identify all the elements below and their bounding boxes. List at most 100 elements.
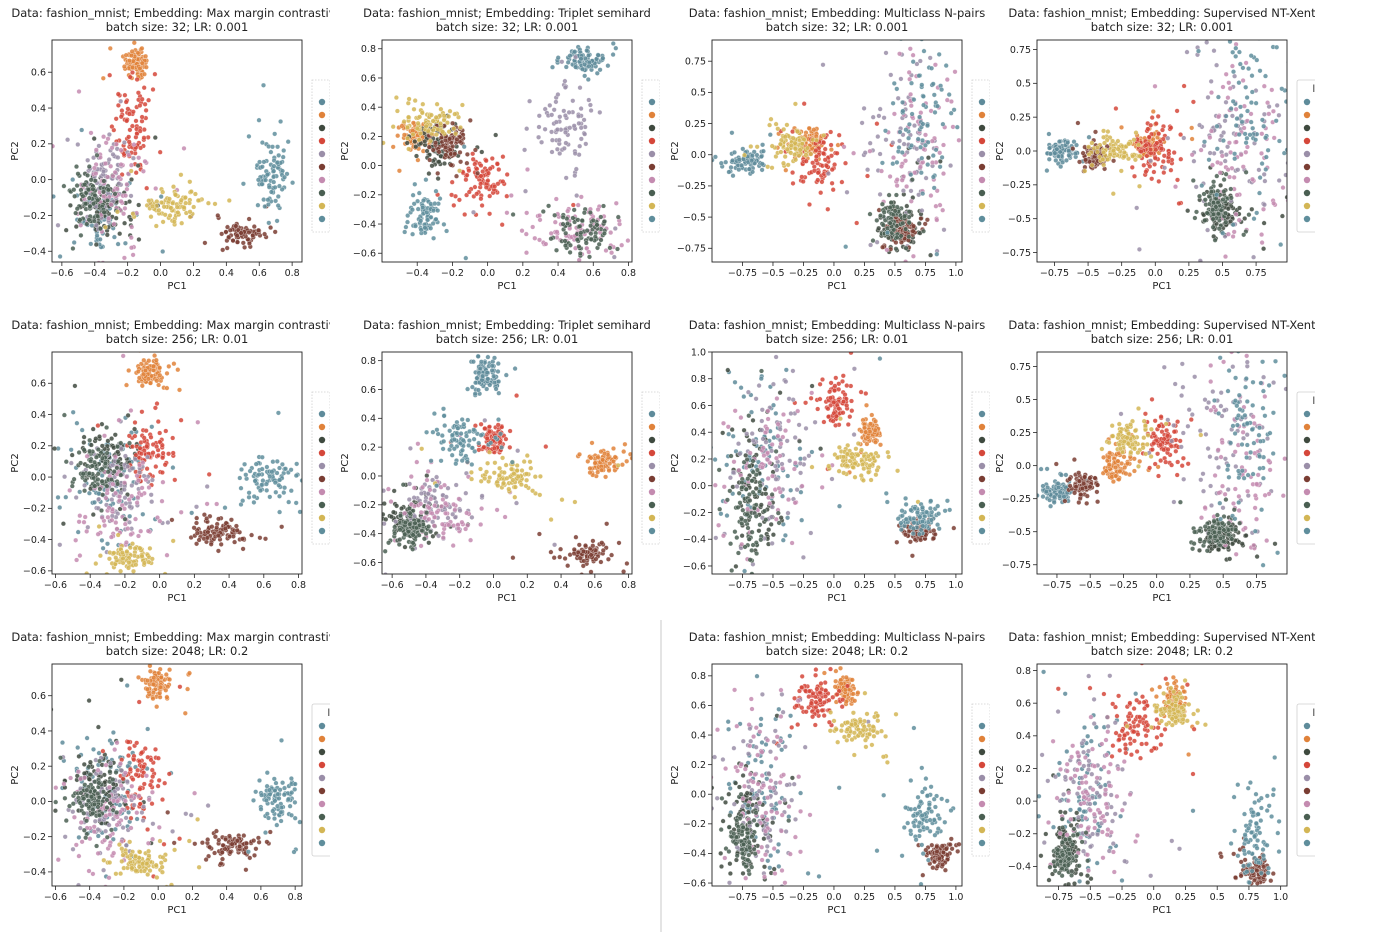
data-point — [260, 140, 265, 145]
data-point — [1172, 150, 1177, 155]
data-point — [214, 525, 219, 530]
data-point — [123, 495, 128, 500]
data-point — [123, 517, 128, 522]
data-point — [163, 463, 168, 468]
data-point — [431, 148, 436, 153]
data-point — [1238, 62, 1243, 67]
x-tick-label: 0.6 — [252, 268, 267, 279]
data-point — [899, 77, 904, 82]
data-point — [947, 92, 952, 97]
data-point — [1090, 163, 1095, 168]
data-point — [1111, 159, 1116, 164]
data-point — [455, 137, 460, 142]
data-point — [98, 226, 103, 231]
data-point — [56, 223, 61, 228]
data-point — [1153, 156, 1158, 161]
x-tick-label: 0.6 — [256, 580, 271, 591]
data-point — [1241, 78, 1246, 83]
data-point — [1231, 69, 1236, 74]
data-point — [1250, 207, 1255, 212]
data-point — [82, 488, 87, 493]
data-point — [1275, 103, 1280, 108]
data-point — [72, 477, 77, 482]
data-point — [110, 146, 115, 151]
data-point — [203, 241, 208, 246]
data-point — [110, 518, 115, 523]
data-point — [1134, 206, 1139, 211]
data-point — [865, 167, 870, 172]
y-tick-label: 0.75 — [685, 57, 706, 68]
data-point — [938, 165, 943, 170]
data-point — [269, 150, 274, 155]
data-point — [282, 490, 287, 495]
data-point — [1105, 157, 1110, 162]
data-point — [1259, 232, 1264, 237]
data-point — [928, 253, 933, 258]
data-point — [77, 520, 82, 525]
data-point — [416, 158, 421, 163]
data-point — [290, 180, 295, 185]
data-point — [92, 219, 97, 224]
data-point — [1211, 217, 1216, 222]
data-point — [612, 255, 617, 260]
legend-marker — [319, 489, 325, 495]
data-point — [935, 218, 940, 223]
data-point — [573, 55, 578, 60]
data-point — [188, 215, 193, 220]
data-point — [595, 223, 600, 228]
data-point — [1215, 174, 1220, 179]
data-point — [582, 62, 587, 67]
data-point — [48, 209, 53, 214]
data-point — [783, 154, 788, 159]
data-point — [1260, 240, 1265, 245]
data-point — [486, 178, 491, 183]
data-point — [94, 455, 99, 460]
data-point — [475, 167, 480, 172]
data-point — [74, 164, 79, 169]
data-point — [911, 224, 916, 229]
data-point — [276, 194, 281, 199]
data-point — [133, 420, 138, 425]
data-point — [179, 198, 184, 203]
data-point — [261, 197, 266, 202]
data-point — [587, 98, 592, 103]
data-point — [1148, 164, 1153, 169]
data-point — [586, 77, 591, 82]
data-point — [1162, 170, 1167, 175]
data-point — [144, 108, 149, 113]
data-point — [144, 65, 149, 70]
data-point — [429, 113, 434, 118]
data-point — [271, 175, 276, 180]
data-point — [143, 102, 148, 107]
data-point — [410, 207, 415, 212]
data-point — [582, 74, 587, 79]
data-point — [1232, 74, 1237, 79]
data-point — [144, 186, 149, 191]
data-point — [1202, 192, 1207, 197]
data-point — [1159, 146, 1164, 151]
data-point — [424, 177, 429, 182]
data-point — [603, 475, 608, 480]
data-point — [127, 140, 132, 145]
data-point — [170, 436, 175, 441]
data-point — [550, 150, 555, 155]
data-point — [578, 251, 583, 256]
data-point — [923, 143, 928, 148]
data-point — [550, 65, 555, 70]
data-point — [842, 145, 847, 150]
data-point — [1148, 123, 1153, 128]
data-point — [142, 85, 147, 90]
data-point — [786, 163, 791, 168]
data-point — [902, 214, 907, 219]
data-point — [98, 553, 103, 558]
data-point — [1237, 80, 1242, 85]
data-point — [891, 155, 896, 160]
data-point — [1223, 119, 1228, 124]
data-point — [148, 546, 153, 551]
data-point — [74, 558, 79, 563]
data-point — [919, 216, 924, 221]
y-tick-label: 0.5 — [691, 88, 706, 99]
data-point — [132, 142, 137, 147]
data-point — [267, 185, 272, 190]
x-axis-label: PC1 — [167, 593, 186, 604]
